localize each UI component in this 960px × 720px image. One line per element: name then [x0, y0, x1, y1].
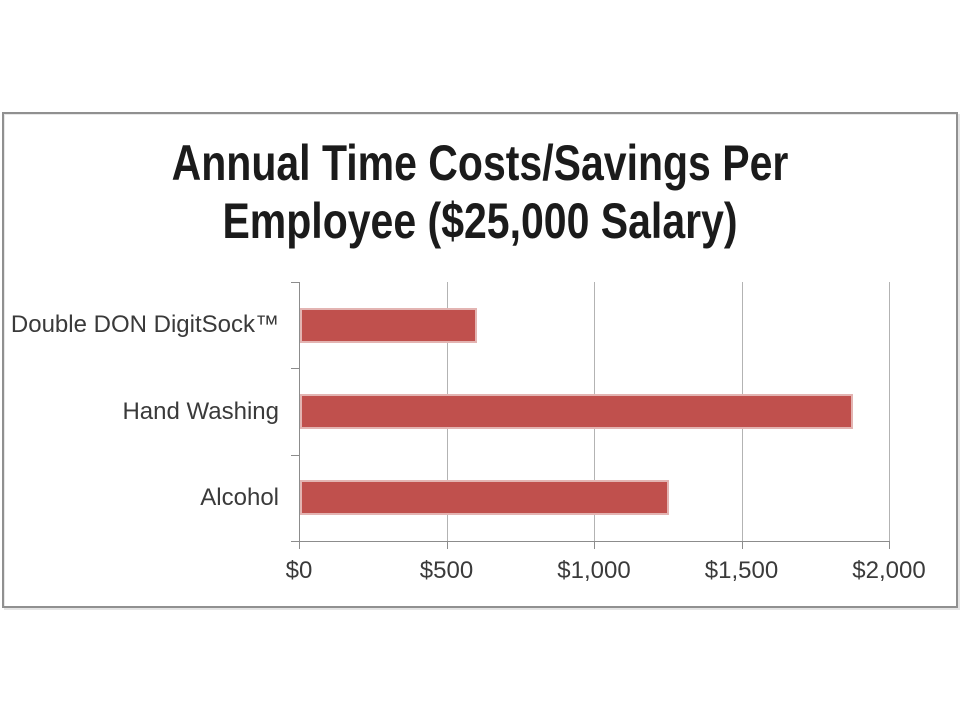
x-axis-tick: [594, 541, 595, 549]
x-tick-label: $2,000: [852, 557, 926, 584]
chart-frame: [2, 112, 958, 608]
y-axis-tick: [291, 282, 300, 283]
plot-area: [291, 282, 890, 549]
x-tick-label: $1,000: [557, 557, 631, 584]
category-axis-labels: Double DON DigitSock™ Hand Washing Alcohol: [0, 282, 279, 541]
bar: [300, 394, 854, 429]
bar: [300, 307, 477, 343]
x-tick-label: $500: [419, 557, 474, 584]
x-axis-tick: [889, 541, 890, 549]
category-label: Double DON DigitSock™: [10, 311, 279, 339]
y-axis-tick: [291, 541, 300, 542]
category-label: Hand Washing: [122, 397, 279, 425]
bar: [300, 480, 669, 516]
chart-title: Annual Time Costs/Savings Per Employee (…: [86, 134, 873, 250]
x-axis-tick: [299, 541, 300, 549]
x-tick-label: $1,500: [704, 557, 779, 584]
category-label: Alcohol: [200, 483, 279, 511]
x-tick-label: $0: [285, 557, 313, 584]
value-axis-labels: $0 $500 $1,000 $1,500 $2,000: [286, 556, 926, 588]
x-axis-tick: [741, 541, 743, 549]
x-axis-tick: [446, 541, 448, 549]
chart-title-line-2: Employee ($25,000 Salary): [222, 193, 738, 249]
y-axis-tick: [291, 368, 300, 369]
chart-title-line-1: Annual Time Costs/Savings Per: [171, 135, 789, 191]
gridline: [889, 282, 890, 541]
y-axis-tick: [291, 455, 300, 456]
